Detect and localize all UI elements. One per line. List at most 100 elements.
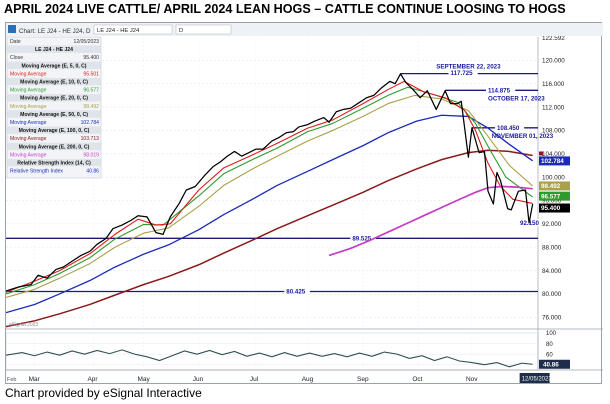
value-tag-label-ma20: 98.492	[541, 183, 561, 190]
support-80-label-bg	[284, 287, 310, 295]
nov-high-label-bg	[494, 123, 525, 132]
y-tick-label: 96.000	[542, 198, 562, 205]
value-tag-rsi	[539, 359, 570, 369]
x-tick-label: Sep	[357, 376, 369, 383]
data-window-header: Moving Average (E, 5, 0, C)	[21, 63, 86, 69]
chart-title: APRIL 2024 LIVE CATTLE/ APRIL 2024 LEAN …	[4, 2, 566, 16]
nov-01-annotation: NOVEMBER 01, 2023	[492, 133, 554, 140]
sept-22-annotation: SEPTEMBER 22, 2023	[436, 64, 501, 71]
x-tick-label: May	[137, 376, 150, 383]
x-tick-label: Oct	[412, 376, 422, 383]
y-tick-label: 108.000	[542, 128, 565, 135]
data-window-value: 103.713	[81, 136, 100, 142]
data-window-value: 95.400	[83, 55, 99, 61]
interval-field[interactable]	[175, 24, 232, 35]
oct-high-label-bg	[486, 86, 516, 94]
rsi-tick-label: 60	[546, 352, 553, 358]
series-line-ma100	[5, 149, 533, 328]
oct-high-label: 114.875	[488, 87, 511, 94]
nov-high-label: 108.450	[497, 125, 520, 132]
data-window-header-bg	[7, 158, 101, 167]
x-tick-label: Apr	[87, 376, 98, 383]
value-tag-ma10	[539, 191, 570, 201]
y-tick-label: 120.000	[542, 58, 565, 65]
y-tick-label: 100.000	[542, 174, 565, 181]
data-window-value: 98.492	[83, 104, 99, 110]
data-window-header: Moving Average (E, 50, 0, C)	[20, 112, 88, 118]
data-window-header: Relative Strength Index (14, C)	[17, 161, 91, 167]
data-window-label: Moving Average	[10, 152, 47, 158]
sept-high-label-bg	[448, 69, 478, 77]
series-line-rsi	[5, 349, 533, 368]
data-window-header-bg	[7, 45, 101, 53]
y-tick-label: 104.000	[542, 151, 565, 158]
data-window-value: 40.86	[86, 169, 99, 175]
y-tick-label: 112.000	[542, 104, 565, 111]
data-window-label: Moving Average	[10, 104, 47, 110]
series-line-ma5	[5, 80, 533, 293]
value-tag-price	[539, 203, 570, 213]
rsi-tick-label: 80	[546, 342, 553, 348]
y-tick-label: 80.000	[542, 291, 562, 298]
y-tick-label: 76.000	[542, 315, 562, 322]
x-left-label: Feb	[7, 377, 16, 383]
y-tick-label: 84.000	[542, 268, 562, 275]
data-window-value: 98.019	[83, 152, 99, 158]
data-window-label: Moving Average	[10, 88, 47, 94]
data-window-header: Moving Average (E, 100, 0, C)	[19, 128, 90, 134]
data-window-value: 95.501	[83, 71, 99, 77]
data-window-header: Moving Average (E, 20, 0, C)	[20, 96, 88, 102]
x-tick-label: Jun	[193, 376, 204, 383]
oct-17-annotation: OCTOBER 17, 2023	[488, 95, 545, 102]
data-window-header-bg	[7, 110, 101, 118]
x-tick-label: Nov	[466, 376, 478, 383]
data-window-label: Moving Average	[10, 120, 47, 126]
top-value-label: 122.592	[542, 35, 565, 42]
data-window-value: 102.784	[81, 120, 100, 126]
sept-high-label: 117.725	[451, 70, 474, 77]
value-tag-label-ma50: 102.784	[541, 158, 564, 165]
y-tick-label: 92.000	[542, 221, 562, 228]
cursor-date-label: 12/05/2023	[522, 377, 553, 383]
rsi-panel[interactable]	[5, 332, 539, 371]
chart-window: SEPTEMBER 22, 2023 117.725 114.875 OCTOBER …	[5, 22, 603, 385]
chart-credit: Chart provided by eSignal Interactive	[5, 386, 202, 400]
data-window-header-bg	[7, 77, 101, 86]
interval-field-value: D	[179, 28, 183, 34]
support-89-label-bg	[350, 234, 376, 242]
symbol-field[interactable]	[93, 24, 173, 35]
value-tag-ma50	[539, 156, 570, 166]
data-window-label: Moving Average	[10, 136, 47, 142]
x-tick-label: Jul	[250, 376, 259, 383]
x-tick-label: Aug	[302, 376, 314, 383]
series-line-price	[5, 73, 534, 292]
chart-toolbar: Chart: LE J24 - HE J24, D LE J24 - HE J2…	[6, 23, 603, 36]
value-tag-label-ma10: 96.577	[541, 193, 561, 200]
data-window-label: Moving Average	[10, 71, 47, 77]
data-window-value: 96.577	[83, 88, 99, 94]
data-window-header: Moving Average (E, 200, 0, C)	[19, 144, 90, 150]
y-tick-label: 88.000	[542, 244, 562, 251]
x-tick-label: Mar	[29, 376, 41, 383]
data-window-label: Date	[10, 39, 21, 45]
dec-low-label-bg	[518, 219, 544, 227]
rsi-tick-label: 100	[546, 331, 557, 337]
chart-window-icon	[8, 25, 16, 33]
value-tag-ma20	[539, 181, 570, 191]
support-80-label: 80.425	[286, 288, 305, 295]
y-tick-label: 116.000	[542, 81, 565, 88]
value-tag-label-price: 95.400	[541, 205, 561, 212]
data-window-header-bg	[7, 142, 101, 151]
series-layer	[5, 73, 534, 368]
data-window-header-bg	[7, 94, 101, 102]
series-line-ma50	[5, 114, 534, 314]
watermark: eSignal 2023	[9, 322, 38, 328]
tag-ma100-marker	[539, 151, 543, 156]
data-window-header-bg	[7, 61, 101, 70]
dec-low-label: 92.150	[520, 220, 539, 227]
chart-label: Chart: LE J24 - HE J24, D	[19, 28, 91, 35]
data-window-label: Relative Strength Index	[10, 169, 63, 175]
data-window-label: Close	[10, 55, 23, 61]
